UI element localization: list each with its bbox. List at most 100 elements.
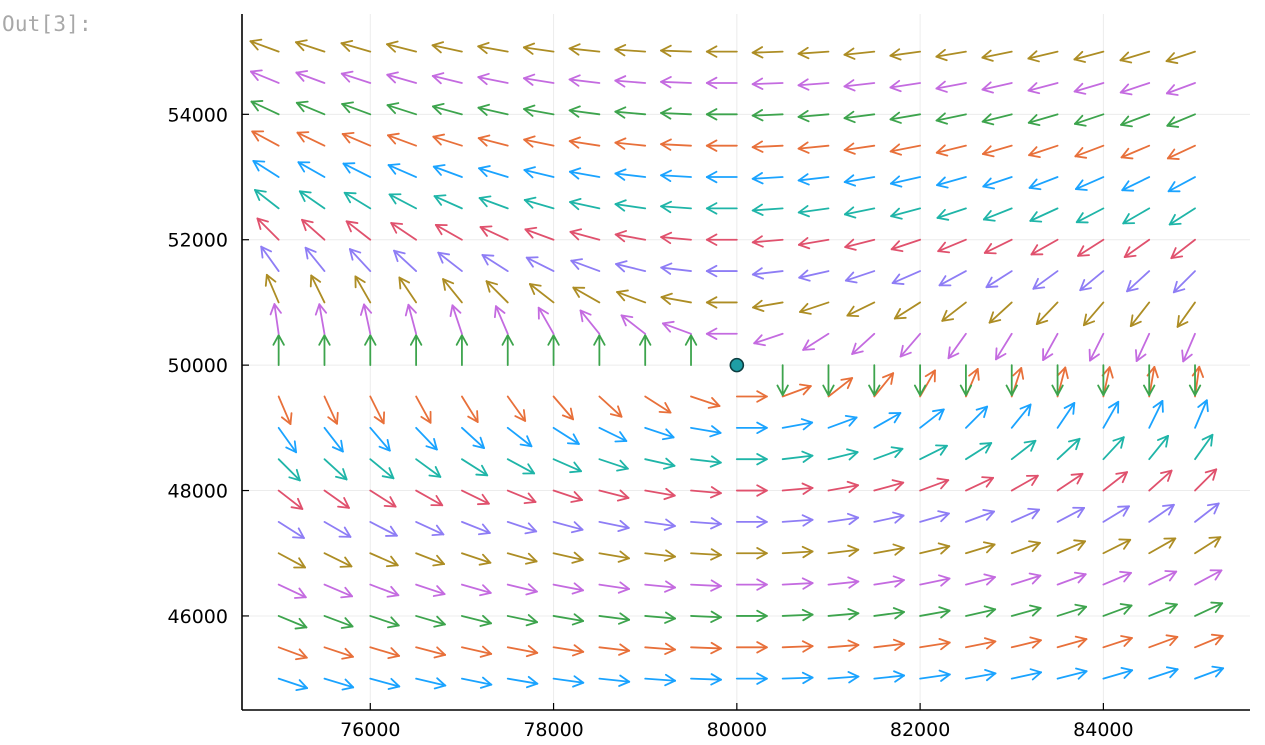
field-arrow xyxy=(552,520,584,534)
field-arrow xyxy=(341,131,372,147)
field-arrow xyxy=(479,225,509,241)
field-arrow xyxy=(296,131,326,147)
field-arrow xyxy=(461,458,489,477)
field-arrow xyxy=(827,414,858,429)
field-arrow xyxy=(323,552,353,568)
field-arrow xyxy=(889,48,922,61)
field-arrow xyxy=(982,144,1013,158)
field-arrow xyxy=(705,327,738,340)
field-arrow xyxy=(309,274,326,304)
field-arrow xyxy=(1122,207,1151,225)
field-arrow xyxy=(552,644,585,657)
field-arrow xyxy=(598,612,631,625)
field-arrow xyxy=(660,107,692,120)
field-arrow xyxy=(547,334,560,367)
field-arrow xyxy=(620,314,647,335)
field-arrow xyxy=(1027,82,1059,95)
field-arrow xyxy=(660,231,692,245)
field-arrow xyxy=(598,550,630,563)
field-arrow xyxy=(965,605,997,618)
field-arrow xyxy=(660,138,692,151)
field-arrow xyxy=(735,578,768,591)
field-arrow xyxy=(477,41,509,55)
field-arrow xyxy=(751,203,784,216)
field-arrow xyxy=(981,81,1013,94)
field-arrow xyxy=(1123,238,1151,258)
field-arrow xyxy=(1005,364,1018,397)
field-arrow xyxy=(323,646,354,660)
field-arrow xyxy=(568,136,601,149)
field-arrow xyxy=(1170,238,1196,260)
field-arrow xyxy=(598,581,630,594)
field-arrow xyxy=(523,104,555,117)
field-arrow xyxy=(295,39,326,53)
field-arrow xyxy=(369,426,391,452)
field-arrow xyxy=(568,167,601,180)
field-arrow xyxy=(614,106,647,119)
field-arrow xyxy=(432,102,463,116)
field-arrow xyxy=(522,42,555,55)
field-arrow xyxy=(616,289,647,304)
field-arrow xyxy=(277,552,306,569)
field-arrow xyxy=(386,40,418,53)
field-arrow xyxy=(569,198,601,211)
field-arrow xyxy=(301,218,326,241)
field-arrow xyxy=(390,222,418,241)
field-arrow xyxy=(1120,144,1151,160)
field-arrow xyxy=(1129,301,1151,328)
field-arrow xyxy=(843,206,876,219)
field-arrow xyxy=(1167,176,1196,193)
field-arrow xyxy=(614,230,647,243)
field-arrow xyxy=(965,405,989,429)
field-arrow xyxy=(751,140,784,153)
field-arrow xyxy=(843,142,876,155)
field-arrow xyxy=(988,301,1013,324)
output-prompt: Out[3]: xyxy=(2,12,92,36)
field-arrow xyxy=(1102,666,1134,680)
y-tick-label: 46000 xyxy=(168,606,228,628)
field-arrow xyxy=(781,514,814,527)
field-arrow xyxy=(250,69,280,84)
field-arrow xyxy=(873,543,905,556)
field-arrow xyxy=(1119,82,1151,96)
field-arrow xyxy=(1168,207,1196,226)
field-arrow xyxy=(1172,270,1196,294)
field-arrow xyxy=(935,48,967,62)
field-arrow xyxy=(277,677,309,691)
field-arrow xyxy=(1028,176,1059,191)
field-arrow xyxy=(1194,569,1223,586)
field-arrow xyxy=(552,551,584,564)
field-arrow xyxy=(1143,364,1156,397)
field-arrow xyxy=(843,47,876,60)
field-arrow xyxy=(277,458,301,482)
field-arrow xyxy=(249,38,280,53)
field-arrow xyxy=(1056,506,1086,523)
field-arrow xyxy=(415,583,446,597)
field-arrow xyxy=(781,671,814,685)
field-arrow xyxy=(1074,113,1105,127)
field-arrow xyxy=(569,228,601,241)
field-arrow xyxy=(256,217,280,241)
field-arrow xyxy=(684,334,698,367)
field-arrow xyxy=(797,205,830,218)
field-arrow xyxy=(965,509,995,523)
field-arrow xyxy=(340,39,372,53)
field-arrow xyxy=(889,79,922,93)
field-arrow xyxy=(660,169,692,182)
field-arrow xyxy=(851,332,876,355)
field-arrow xyxy=(251,130,280,147)
field-arrow xyxy=(614,75,647,88)
field-arrow xyxy=(843,79,876,92)
field-arrow xyxy=(387,163,418,178)
field-arrow xyxy=(936,176,967,189)
field-arrow xyxy=(598,643,631,656)
field-arrow xyxy=(568,105,601,118)
field-arrow xyxy=(477,72,509,86)
field-arrow xyxy=(797,173,830,186)
field-arrow xyxy=(1166,144,1196,160)
field-arrow xyxy=(523,196,555,210)
field-arrow xyxy=(1056,402,1076,429)
field-arrow xyxy=(981,49,1013,62)
field-arrow xyxy=(1056,571,1087,586)
field-arrow xyxy=(965,476,995,492)
